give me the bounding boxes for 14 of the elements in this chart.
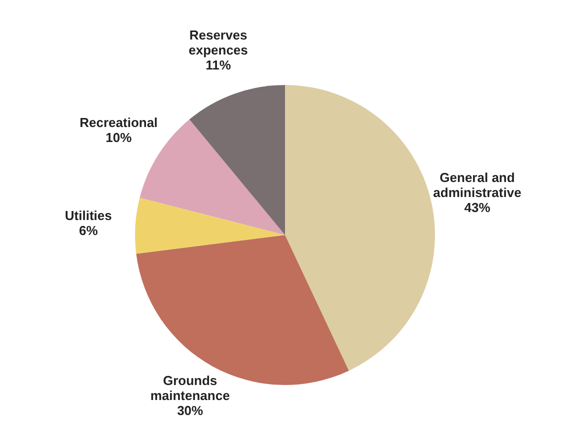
data-label: 30% (177, 402, 204, 418)
data-label: 43% (464, 200, 491, 215)
slice-label: Grounds maintenance (150, 372, 230, 402)
slice-label: General and administrative (433, 170, 522, 200)
data-label: 11% (206, 57, 232, 72)
slice-label: Reserves expences (188, 27, 248, 58)
pie-slice (135, 198, 285, 254)
data-label: 10% (106, 129, 132, 144)
data-label: 6% (78, 222, 98, 238)
pie-slice (136, 235, 349, 385)
slice-label: Utilities (64, 208, 112, 223)
slice-label: Recreational (80, 114, 158, 130)
pie-slice (189, 85, 285, 235)
pie-slice (285, 85, 435, 371)
